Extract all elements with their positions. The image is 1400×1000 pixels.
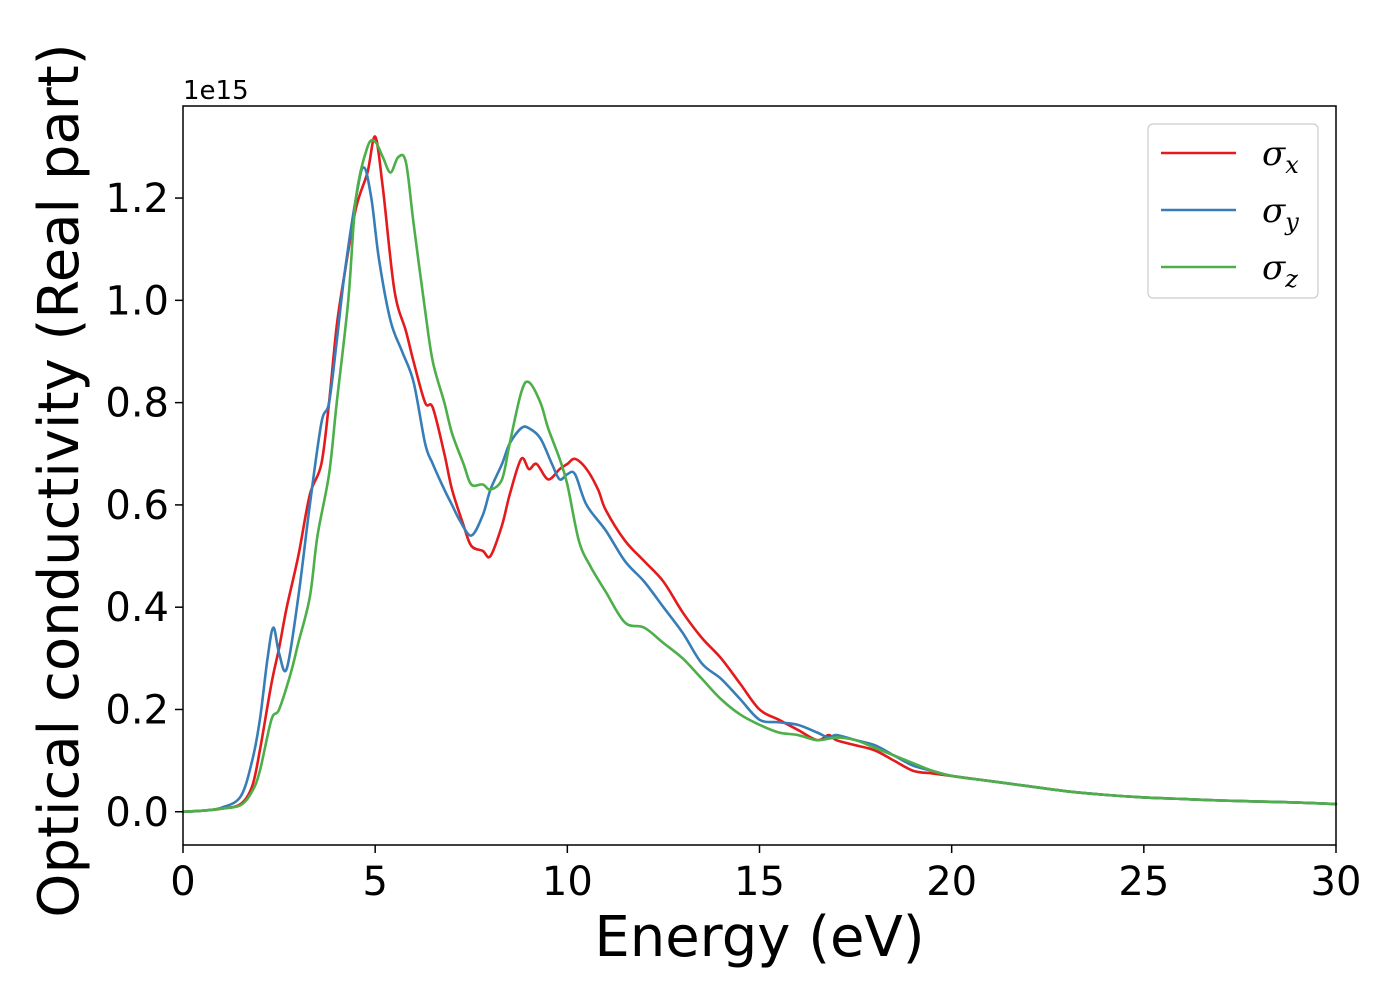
- y-tick-label: 1.2: [105, 176, 169, 222]
- plot-lines: [181, 135, 1338, 814]
- x-tick-label: 5: [362, 859, 387, 905]
- x-axis-title: Energy (eV): [594, 905, 924, 970]
- series-line-x: [181, 135, 1338, 814]
- y-tick-label: 1.0: [105, 278, 169, 324]
- x-axis: 0 5 10 15 20 25 30: [170, 845, 1361, 905]
- y-tick-label: 0.2: [105, 687, 169, 733]
- y-tick-label: 0.4: [105, 585, 169, 631]
- x-tick-label: 20: [926, 859, 977, 905]
- series-line-y: [181, 166, 1338, 814]
- x-tick-label: 15: [734, 859, 785, 905]
- x-tick-label: 0: [170, 859, 195, 905]
- y-tick-label: 0.0: [105, 790, 169, 836]
- x-tick-label: 10: [542, 859, 593, 905]
- series-line-z: [181, 138, 1338, 814]
- x-tick-label: 30: [1311, 859, 1362, 905]
- y-axis: 0.0 0.2 0.4 0.6 0.8 1.0 1.2: [105, 176, 183, 836]
- y-tick-label: 0.8: [105, 381, 169, 427]
- x-tick-label: 25: [1118, 859, 1169, 905]
- y-tick-label: 0.6: [105, 483, 169, 529]
- y-axis-offset-label: 1e15: [183, 76, 249, 106]
- y-axis-title: Optical conductivity (Real part): [27, 43, 92, 917]
